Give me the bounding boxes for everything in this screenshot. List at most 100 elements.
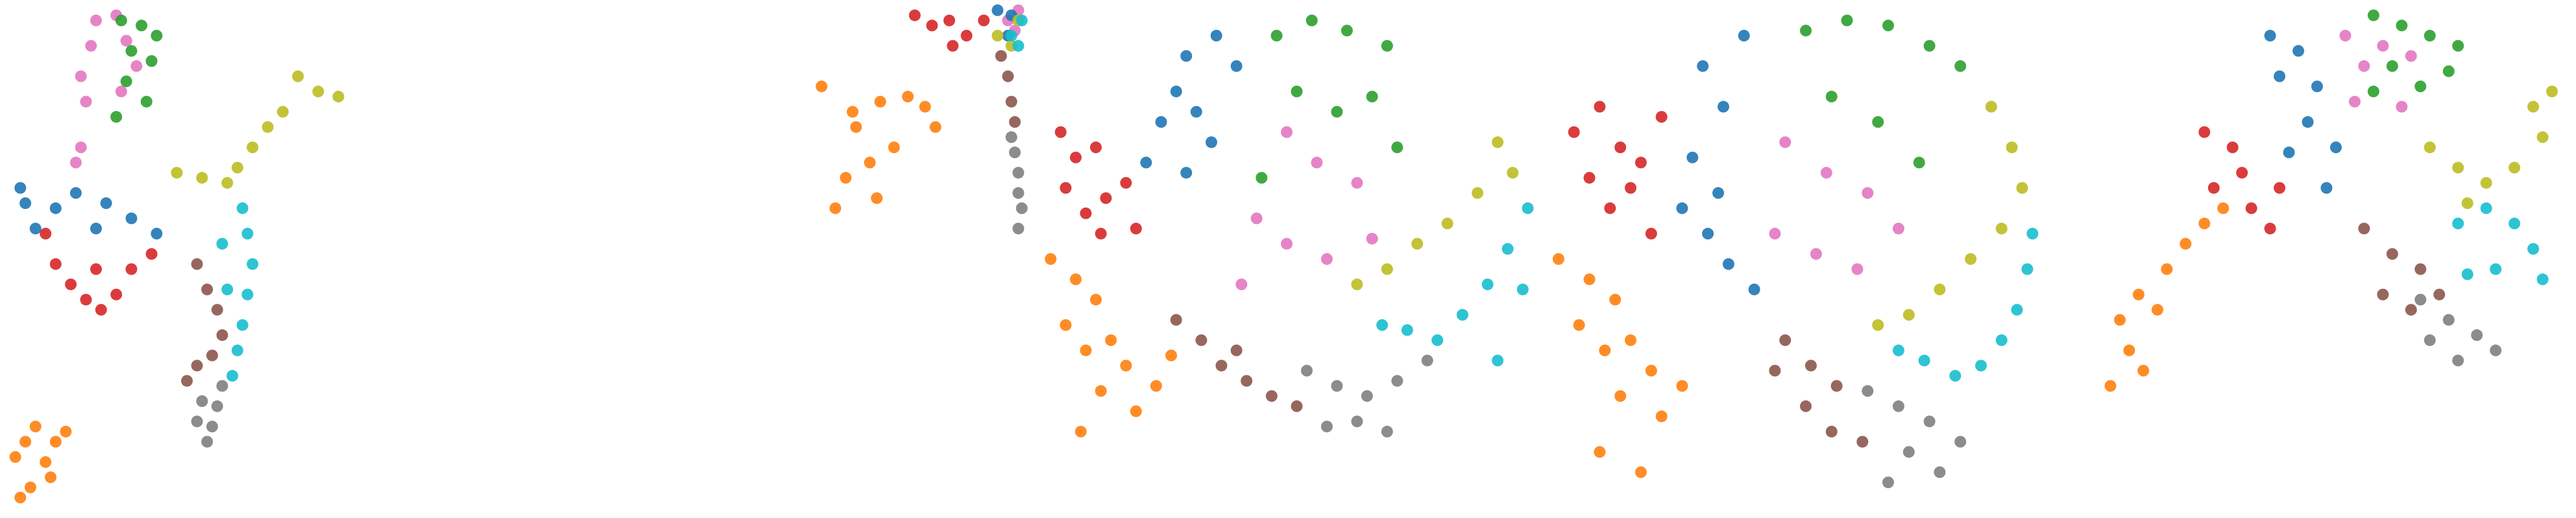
scatter-panel-4 <box>1543 0 2069 518</box>
data-point-gray <box>2442 314 2455 326</box>
data-point-orange <box>40 456 52 468</box>
data-point-red <box>80 293 92 306</box>
data-point-cyan <box>1501 243 1514 255</box>
data-point-green <box>1291 85 1303 97</box>
scatter-plot-1 <box>9 9 345 504</box>
data-point-green <box>145 55 158 67</box>
data-point-cyan <box>1481 278 1494 291</box>
data-point-cyan <box>2461 268 2473 280</box>
data-point-pink <box>120 34 132 47</box>
data-point-orange <box>2104 380 2117 392</box>
data-point-blue <box>151 227 163 240</box>
data-point-orange <box>1075 425 1087 438</box>
data-point-red <box>1100 192 1112 204</box>
point-group-gray <box>191 380 228 448</box>
data-point-green <box>140 95 152 108</box>
data-point-cyan <box>216 238 228 250</box>
data-point-pink <box>2396 101 2408 113</box>
data-point-pink <box>1320 253 1333 265</box>
data-point-brown <box>1241 375 1253 387</box>
data-point-brown <box>995 50 1007 62</box>
data-point-green <box>1381 40 1393 52</box>
data-point-red <box>1614 142 1627 153</box>
data-point-gray <box>216 380 228 392</box>
data-point-orange <box>1095 385 1107 397</box>
data-point-gray <box>1954 436 1967 448</box>
data-point-blue <box>2311 80 2323 93</box>
data-point-green <box>1913 156 1925 169</box>
data-point-brown <box>1804 360 1817 372</box>
data-point-olive <box>196 171 208 184</box>
data-point-red <box>1583 171 1596 184</box>
data-point-red <box>2226 142 2239 153</box>
data-point-olive <box>2452 162 2464 174</box>
point-group-orange <box>2104 202 2230 392</box>
data-point-orange <box>45 471 56 484</box>
scatter-plot-5 <box>2104 9 2558 392</box>
point-group-red <box>1568 101 1668 240</box>
data-point-blue <box>1180 50 1193 62</box>
data-point-pink <box>75 142 87 153</box>
data-point-gray <box>2490 344 2502 356</box>
data-point-green <box>1872 116 1884 128</box>
data-point-green <box>2452 40 2464 52</box>
data-point-pink <box>1810 248 1822 260</box>
point-group-brown <box>2358 223 2446 316</box>
data-point-green <box>125 45 138 57</box>
data-point-gray <box>1923 415 1936 428</box>
data-point-orange <box>1552 253 1564 265</box>
data-point-blue <box>1205 136 1217 149</box>
data-point-cyan <box>2021 263 2034 275</box>
data-point-orange <box>2198 217 2211 230</box>
data-point-cyan <box>1522 202 1534 214</box>
data-point-orange <box>888 142 900 153</box>
data-point-orange <box>1583 273 1596 286</box>
scatter-plot-4 <box>1552 14 2039 489</box>
data-point-gray <box>211 400 223 412</box>
data-point-olive <box>2527 101 2540 113</box>
data-point-cyan <box>2536 273 2549 286</box>
data-point-blue <box>125 212 138 225</box>
data-point-brown <box>2358 223 2370 235</box>
data-point-red <box>960 29 973 42</box>
data-point-green <box>136 19 148 32</box>
data-point-blue <box>1140 156 1152 169</box>
point-group-blue <box>1676 29 1760 295</box>
data-point-gray <box>1012 167 1025 179</box>
data-point-pink <box>1351 177 1363 189</box>
data-point-brown <box>1009 116 1021 128</box>
data-point-brown <box>2433 288 2446 301</box>
data-point-green <box>2386 60 2398 72</box>
data-point-orange <box>9 451 21 463</box>
scatter-panel-5 <box>2096 0 2576 518</box>
data-point-olive <box>1492 136 1504 149</box>
data-point-gray <box>1301 365 1313 376</box>
data-point-red <box>947 40 959 52</box>
data-point-blue <box>991 4 1004 16</box>
data-point-brown <box>1825 425 1838 438</box>
data-point-olive <box>2016 182 2028 194</box>
data-point-orange <box>1655 410 1668 423</box>
data-point-cyan <box>1492 354 1504 367</box>
data-point-orange <box>2161 263 2173 275</box>
data-point-cyan <box>1015 14 1028 27</box>
data-point-blue <box>1686 151 1699 164</box>
data-point-gray <box>2424 334 2436 347</box>
data-point-gray <box>1892 400 1904 412</box>
data-point-brown <box>211 304 223 316</box>
scatter-panel-2 <box>675 0 1030 518</box>
data-point-orange <box>1045 253 1057 265</box>
data-point-olive <box>1965 253 1977 265</box>
data-point-brown <box>1170 314 1182 326</box>
data-point-gray <box>2471 329 2483 341</box>
data-point-orange <box>1165 349 1177 362</box>
point-group-red <box>1054 126 1142 240</box>
data-point-blue <box>1676 202 1688 214</box>
data-point-orange <box>24 481 36 493</box>
data-point-cyan <box>1516 283 1529 295</box>
data-point-cyan <box>1456 309 1468 321</box>
data-point-gray <box>206 421 218 433</box>
data-point-cyan <box>1005 29 1017 42</box>
data-point-olive <box>1441 217 1453 230</box>
data-point-cyan <box>236 319 249 331</box>
